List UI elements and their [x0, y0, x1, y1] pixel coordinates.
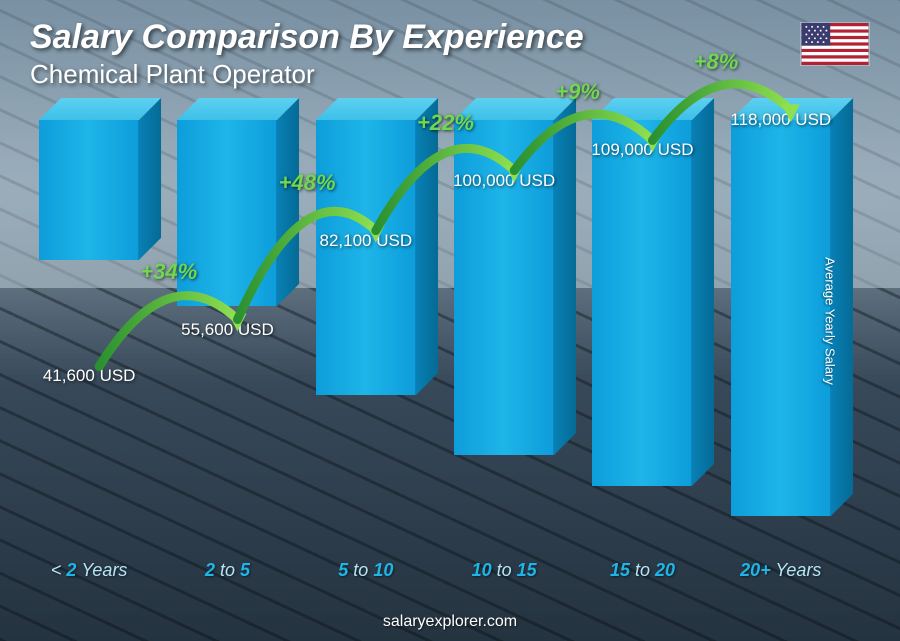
yaxis-label: Average Yearly Salary	[823, 257, 838, 385]
xaxis-label: 10 to 15	[435, 560, 573, 586]
bar-slot: 82,100 USD	[297, 120, 435, 556]
bar-front	[316, 120, 416, 395]
footer-attribution: salaryexplorer.com	[0, 613, 900, 631]
bar-value-label: 118,000 USD	[706, 110, 856, 130]
bar-front	[731, 120, 831, 516]
bar-value-label: 100,000 USD	[429, 171, 579, 191]
bar-value-label: 55,600 USD	[152, 320, 302, 340]
bar	[316, 120, 416, 395]
chart-area: 41,600 USD55,600 USD82,100 USD100,000 US…	[20, 120, 850, 586]
xaxis-label: 2 to 5	[158, 560, 296, 586]
xaxis-label: < 2 Years	[20, 560, 158, 586]
xaxis-label: 20+ Years	[712, 560, 850, 586]
xaxis-label: 15 to 20	[573, 560, 711, 586]
bar-slot: 100,000 USD	[435, 120, 573, 556]
bar-front	[177, 120, 277, 306]
bar-slot: 55,600 USD	[158, 120, 296, 556]
bar-front	[592, 120, 692, 486]
bar-slot: 41,600 USD	[20, 120, 158, 556]
bar-value-label: 41,600 USD	[14, 366, 164, 386]
bar	[177, 120, 277, 306]
bar	[39, 120, 139, 260]
bar	[731, 120, 831, 516]
bar-value-label: 109,000 USD	[567, 140, 717, 160]
chart-title: Salary Comparison By Experience	[30, 18, 870, 57]
flag-icon	[800, 22, 870, 66]
bar-slot: 109,000 USD	[573, 120, 711, 556]
bar-value-label: 82,100 USD	[291, 231, 441, 251]
bar	[592, 120, 692, 486]
chart-subtitle: Chemical Plant Operator	[30, 59, 870, 90]
header: Salary Comparison By Experience Chemical…	[30, 18, 870, 90]
bar-front	[39, 120, 139, 260]
xaxis-label: 5 to 10	[297, 560, 435, 586]
